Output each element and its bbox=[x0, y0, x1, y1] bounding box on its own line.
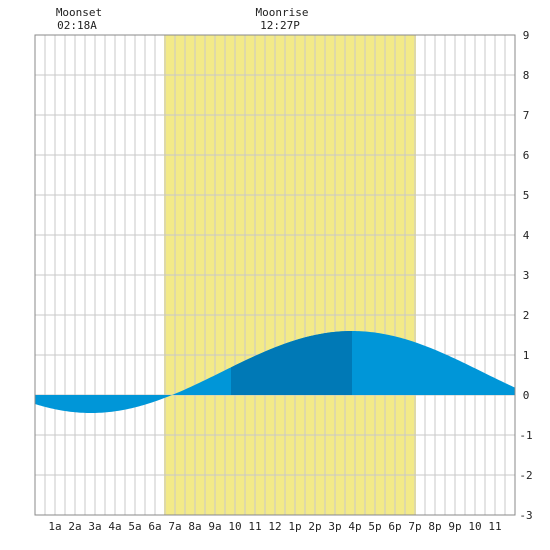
tide-area-dark bbox=[231, 331, 352, 395]
plot-border bbox=[34, 34, 516, 516]
y-tick-label: -1 bbox=[519, 429, 532, 442]
x-tick-label: 1p bbox=[288, 520, 301, 533]
x-tick-label: 8a bbox=[188, 520, 201, 533]
moon-event-label: Moonrise bbox=[256, 6, 309, 19]
x-tick-label: 10 bbox=[468, 520, 481, 533]
x-tick-label: 11 bbox=[488, 520, 501, 533]
y-tick-label: 4 bbox=[523, 229, 530, 242]
y-axis-ticks: 9 8 7 6 5 4 3 2 1 0 -1 -2 -3 bbox=[519, 29, 532, 522]
x-tick-label: 10 bbox=[228, 520, 241, 533]
x-axis-ticks: 1a 2a 3a 4a 5a 6a 7a 8a 9a 10 11 12 1p 2p 3p 4p 5p 6p 7p 8p… bbox=[48, 520, 501, 533]
tide-area bbox=[35, 331, 515, 413]
moon-event-time: 02:18A bbox=[57, 19, 97, 32]
y-tick-label: 7 bbox=[523, 109, 530, 122]
x-tick-label: 11 bbox=[248, 520, 261, 533]
x-tick-label: 6p bbox=[388, 520, 401, 533]
y-tick-label: 8 bbox=[523, 69, 530, 82]
x-tick-label: 12 bbox=[268, 520, 281, 533]
y-tick-label: 1 bbox=[523, 349, 530, 362]
x-tick-label: 6a bbox=[148, 520, 161, 533]
x-tick-label: 9a bbox=[208, 520, 221, 533]
y-tick-label: 5 bbox=[523, 189, 530, 202]
y-tick-label: 2 bbox=[523, 309, 530, 322]
y-tick-label: 9 bbox=[523, 29, 530, 42]
x-tick-label: 9p bbox=[448, 520, 461, 533]
y-tick-label: 6 bbox=[523, 149, 530, 162]
y-tick-label: 3 bbox=[523, 269, 530, 282]
grid bbox=[35, 35, 515, 515]
moon-event-time: 12:27P bbox=[260, 19, 300, 32]
x-tick-label: 4p bbox=[348, 520, 361, 533]
x-tick-label: 7p bbox=[408, 520, 421, 533]
x-tick-label: 7a bbox=[168, 520, 181, 533]
x-tick-label: 2p bbox=[308, 520, 321, 533]
x-tick-label: 8p bbox=[428, 520, 441, 533]
x-tick-label: 3p bbox=[328, 520, 341, 533]
x-tick-label: 2a bbox=[68, 520, 81, 533]
x-tick-label: 3a bbox=[88, 520, 101, 533]
x-tick-label: 5p bbox=[368, 520, 381, 533]
x-tick-label: 5a bbox=[128, 520, 141, 533]
y-tick-label: -2 bbox=[519, 469, 532, 482]
x-tick-label: 1a bbox=[48, 520, 61, 533]
x-tick-label: 4a bbox=[108, 520, 121, 533]
y-tick-label: -3 bbox=[519, 509, 532, 522]
y-tick-label: 0 bbox=[523, 389, 530, 402]
moon-event-label: Moonset bbox=[56, 6, 102, 19]
